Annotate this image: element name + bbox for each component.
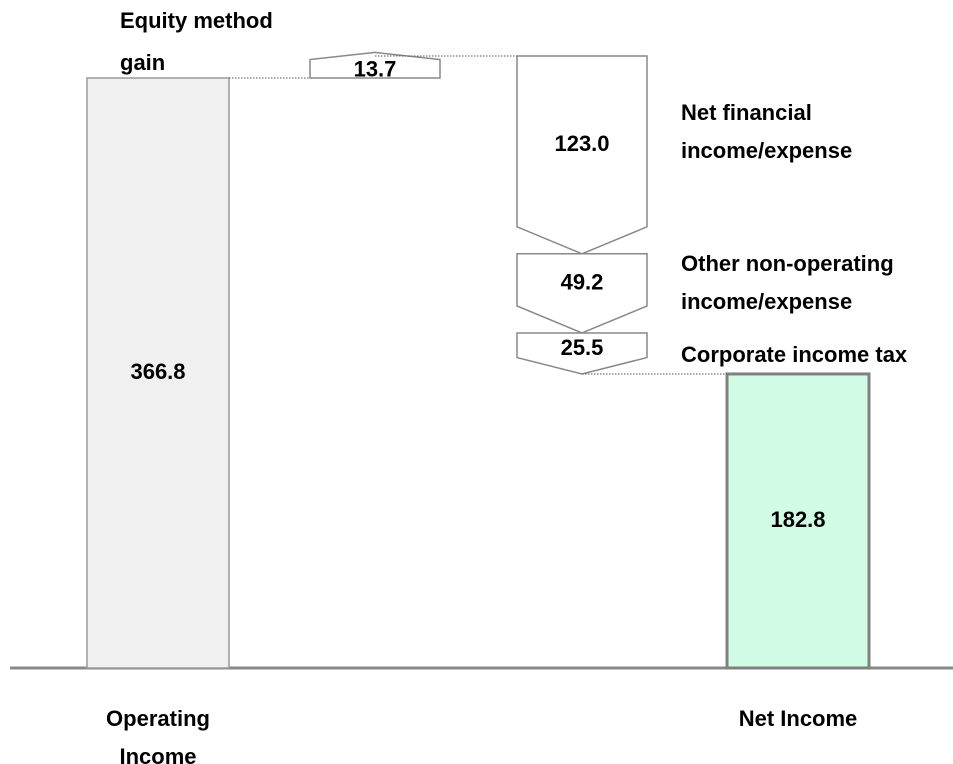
value-label: 25.5 bbox=[561, 335, 604, 360]
category-label: Net financial income/expense bbox=[681, 100, 853, 163]
category-label: Corporate income tax bbox=[681, 342, 908, 367]
bar bbox=[725, 372, 871, 670]
category-label: Equity method gain bbox=[120, 8, 273, 75]
category-label: Net Income bbox=[738, 706, 858, 731]
value-label: 123.0 bbox=[554, 131, 609, 156]
step-arrow bbox=[516, 55, 648, 255]
step-arrow bbox=[516, 253, 648, 334]
value-label: 182.8 bbox=[770, 507, 825, 532]
step-arrow bbox=[516, 332, 648, 375]
value-label: 366.8 bbox=[130, 359, 185, 384]
value-label: 49.2 bbox=[561, 270, 604, 295]
category-label: Other non-operating income/expense bbox=[681, 251, 894, 314]
category-label: Operating Income bbox=[106, 706, 210, 764]
step-arrow bbox=[309, 51, 441, 79]
bar bbox=[86, 77, 230, 669]
value-label: 13.7 bbox=[354, 57, 397, 82]
